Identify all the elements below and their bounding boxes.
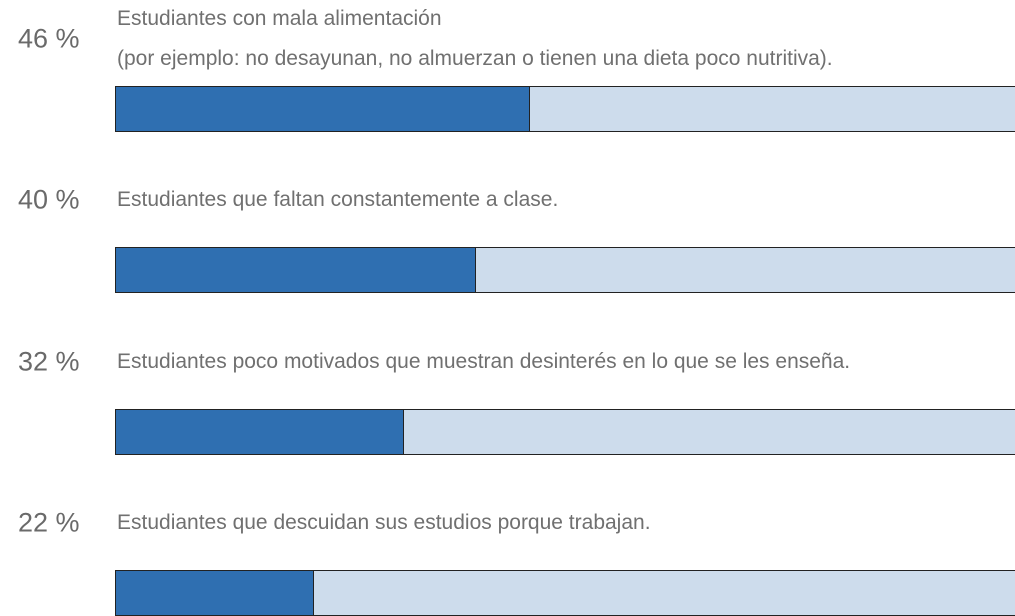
category-label: Estudiantes poco motivados que muestran … [117, 349, 851, 373]
bar [116, 248, 476, 293]
category-label: Estudiantes que faltan constantemente a … [117, 188, 559, 212]
bar [116, 409, 404, 454]
category-label: Estudiantes que descuidan sus estudios p… [117, 510, 651, 534]
category-label: Estudiantes con mala alimentación (por e… [117, 7, 833, 70]
bar [116, 87, 530, 131]
value-label: 40 % [18, 184, 80, 215]
bar-track [115, 569, 1015, 616]
bar [116, 570, 314, 615]
value-label: 32 % [18, 346, 80, 377]
bar-track [115, 247, 1015, 294]
value-label: 46 % [18, 23, 80, 54]
value-label: 22 % [18, 507, 80, 538]
bar-track [115, 86, 1015, 132]
bar-track [115, 408, 1015, 455]
